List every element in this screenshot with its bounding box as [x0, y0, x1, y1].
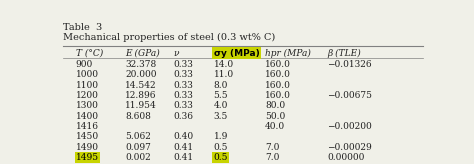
Text: 900: 900: [76, 60, 93, 69]
Text: ν: ν: [173, 49, 179, 58]
Text: E (GPa): E (GPa): [125, 49, 160, 58]
Text: 80.0: 80.0: [265, 101, 285, 110]
Text: 0.33: 0.33: [173, 101, 193, 110]
Text: 7.0: 7.0: [265, 143, 279, 152]
Text: 1495: 1495: [76, 153, 99, 162]
Text: 0.002: 0.002: [125, 153, 151, 162]
Text: 5.062: 5.062: [125, 133, 151, 142]
Text: 0.097: 0.097: [125, 143, 151, 152]
Text: 12.896: 12.896: [125, 91, 157, 100]
Text: 14.0: 14.0: [213, 60, 234, 69]
Text: 0.41: 0.41: [173, 153, 193, 162]
Text: 1.9: 1.9: [213, 133, 228, 142]
Text: hpr (MPa): hpr (MPa): [265, 49, 311, 58]
Text: −0.00029: −0.00029: [328, 143, 372, 152]
Text: 32.378: 32.378: [125, 60, 156, 69]
Text: β (TLE): β (TLE): [328, 49, 361, 58]
Text: 0.33: 0.33: [173, 81, 193, 90]
Text: 8.0: 8.0: [213, 81, 228, 90]
Text: 1416: 1416: [76, 122, 99, 131]
Text: 0.00000: 0.00000: [328, 153, 365, 162]
Text: 0.33: 0.33: [173, 91, 193, 100]
Text: 5.5: 5.5: [213, 91, 228, 100]
Text: 0.5: 0.5: [213, 143, 228, 152]
Text: 0.5: 0.5: [213, 153, 228, 162]
Text: −0.00675: −0.00675: [328, 91, 373, 100]
Text: 11.954: 11.954: [125, 101, 157, 110]
Text: 160.0: 160.0: [265, 70, 291, 79]
Text: 11.0: 11.0: [213, 70, 234, 79]
Text: 1300: 1300: [76, 101, 99, 110]
Text: 4.0: 4.0: [213, 101, 228, 110]
Text: 3.5: 3.5: [213, 112, 228, 121]
Text: 40.0: 40.0: [265, 122, 285, 131]
Text: 0.40: 0.40: [173, 133, 193, 142]
Text: 14.542: 14.542: [125, 81, 157, 90]
Text: 50.0: 50.0: [265, 112, 285, 121]
Text: Table  3: Table 3: [63, 23, 102, 32]
Text: Mechanical properties of steel (0.3 wt% C): Mechanical properties of steel (0.3 wt% …: [63, 33, 275, 42]
Text: 1100: 1100: [76, 81, 99, 90]
Text: 160.0: 160.0: [265, 91, 291, 100]
Text: T (°C): T (°C): [76, 49, 103, 58]
Text: 0.33: 0.33: [173, 60, 193, 69]
Text: 1200: 1200: [76, 91, 99, 100]
Text: 0.33: 0.33: [173, 70, 193, 79]
Text: 160.0: 160.0: [265, 60, 291, 69]
Text: 1450: 1450: [76, 133, 99, 142]
Text: −0.01326: −0.01326: [328, 60, 372, 69]
Text: 1000: 1000: [76, 70, 99, 79]
Text: 20.000: 20.000: [125, 70, 157, 79]
Text: σy (MPa): σy (MPa): [213, 49, 259, 58]
Text: −0.00200: −0.00200: [328, 122, 372, 131]
Text: 1400: 1400: [76, 112, 99, 121]
Text: 8.608: 8.608: [125, 112, 151, 121]
Text: 0.36: 0.36: [173, 112, 193, 121]
Text: 0.41: 0.41: [173, 143, 193, 152]
Text: 7.0: 7.0: [265, 153, 279, 162]
Text: 1490: 1490: [76, 143, 99, 152]
Text: 160.0: 160.0: [265, 81, 291, 90]
